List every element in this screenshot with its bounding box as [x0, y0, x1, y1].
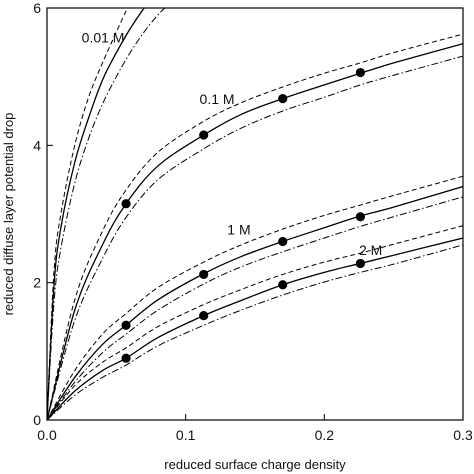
curve-label: 2 M: [359, 242, 382, 258]
data-point: [278, 236, 288, 247]
data-point: [278, 94, 288, 104]
points-layer: [121, 67, 365, 363]
x-tick-label: 0.0: [37, 427, 57, 443]
curve-dashdot: [47, 244, 463, 420]
y-tick-label: 4: [33, 137, 41, 153]
x-tick-label: 0.2: [315, 427, 335, 443]
data-point: [199, 130, 209, 140]
curves-layer: [47, 8, 463, 420]
x-tick-label: 0.3: [453, 427, 473, 443]
curve-solid: [47, 185, 463, 420]
curve-solid: [47, 43, 463, 420]
data-point: [121, 199, 131, 209]
labels-layer: 0.01 M 0.1 M 1 M 2 M: [82, 29, 383, 258]
data-point: [199, 311, 209, 321]
curve-dashed: [47, 225, 463, 420]
y-tick-label: 0: [33, 412, 41, 428]
x-axis-title: reduced surface charge density: [164, 457, 346, 472]
y-tick-label: 6: [33, 0, 41, 16]
data-point: [278, 280, 288, 290]
curve-dashdot: [47, 55, 463, 420]
y-axis-title: reduced diffuse layer potential drop: [1, 113, 16, 316]
curve-dashed: [47, 175, 463, 420]
curve-dashdot: [47, 196, 463, 420]
data-point: [121, 353, 131, 363]
data-point: [121, 320, 131, 330]
data-point: [355, 212, 365, 222]
ticks-layer: 0.0 0.1 0.2 0.3 0 2 4 6: [33, 0, 473, 443]
data-point: [199, 269, 209, 280]
data-point: [355, 67, 365, 78]
curve-dashed: [47, 33, 463, 420]
curve-dashdot: [47, 8, 166, 420]
x-tick-label: 0.1: [176, 427, 196, 443]
y-tick-label: 2: [33, 275, 41, 291]
plot-frame: [46, 7, 464, 421]
curve-label: 0.01 M: [82, 29, 125, 45]
curve-label: 1 M: [227, 222, 250, 238]
curve-label: 0.1 M: [200, 91, 235, 107]
data-point: [355, 258, 365, 269]
curve-solid: [47, 8, 145, 420]
curve-dashed: [47, 8, 128, 420]
curve-solid: [47, 237, 463, 420]
